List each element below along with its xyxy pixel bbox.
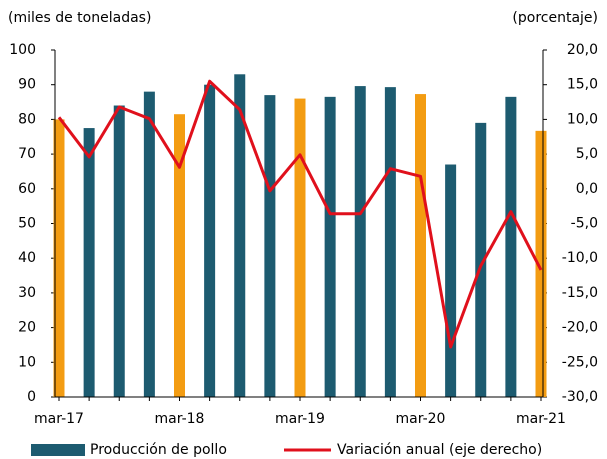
- bar: [113, 105, 125, 398]
- x-tick-label: mar-20: [396, 411, 446, 427]
- bar: [505, 96, 517, 397]
- y-tick-label: 90: [18, 77, 36, 93]
- y2-axis-label: (porcentaje): [512, 10, 598, 26]
- bar: [475, 122, 487, 398]
- y-tick-label: 70: [18, 146, 36, 162]
- legend-label: Producción de pollo: [90, 442, 227, 458]
- bar: [234, 74, 246, 397]
- y-tick-label: 10: [18, 354, 36, 370]
- bar: [384, 87, 396, 397]
- bar: [204, 84, 216, 397]
- y2-tick-label: -10,0: [562, 250, 598, 266]
- y2-tick-label: 20,0: [567, 42, 598, 58]
- y2-tick-label: -5,0: [571, 216, 598, 232]
- bar: [324, 96, 336, 397]
- y-tick-label: 50: [18, 216, 36, 232]
- bar: [535, 130, 547, 397]
- bar: [294, 98, 306, 397]
- y2-tick-label: 15,0: [567, 77, 598, 93]
- y2-tick-label: -25,0: [562, 354, 598, 370]
- bar: [445, 164, 457, 397]
- y-tick-label: 100: [9, 42, 36, 58]
- y-tick-label: 30: [18, 285, 36, 301]
- x-tick-label: mar-17: [34, 411, 84, 427]
- y2-tick-label: -15,0: [562, 285, 598, 301]
- y2-tick-label: 10,0: [567, 111, 598, 127]
- x-tick-label: mar-19: [275, 411, 325, 427]
- bar: [415, 94, 426, 397]
- legend-swatch: [31, 444, 85, 456]
- y-tick-label: 40: [18, 250, 36, 266]
- bar: [174, 114, 185, 397]
- line: [57, 79, 543, 349]
- y2-tick-label: -20,0: [562, 320, 598, 336]
- bar: [143, 91, 155, 397]
- y-tick-label: 0: [27, 389, 36, 405]
- legend-label: Variación anual (eje derecho): [337, 442, 542, 458]
- x-tick-label: mar-18: [155, 411, 205, 427]
- y-tick-label: 80: [18, 111, 36, 127]
- bar: [354, 86, 366, 397]
- y-tick-label: 20: [18, 320, 36, 336]
- y2-tick-label: -30,0: [562, 389, 598, 405]
- bar: [83, 128, 95, 397]
- y2-tick-label: 0,0: [576, 181, 598, 197]
- y2-tick-label: 5,0: [576, 146, 598, 162]
- x-tick-label: mar-21: [516, 411, 566, 427]
- bar: [53, 119, 65, 398]
- y-axis-label: (miles de toneladas): [8, 10, 151, 26]
- y-tick-label: 60: [18, 181, 36, 197]
- bar: [264, 95, 276, 398]
